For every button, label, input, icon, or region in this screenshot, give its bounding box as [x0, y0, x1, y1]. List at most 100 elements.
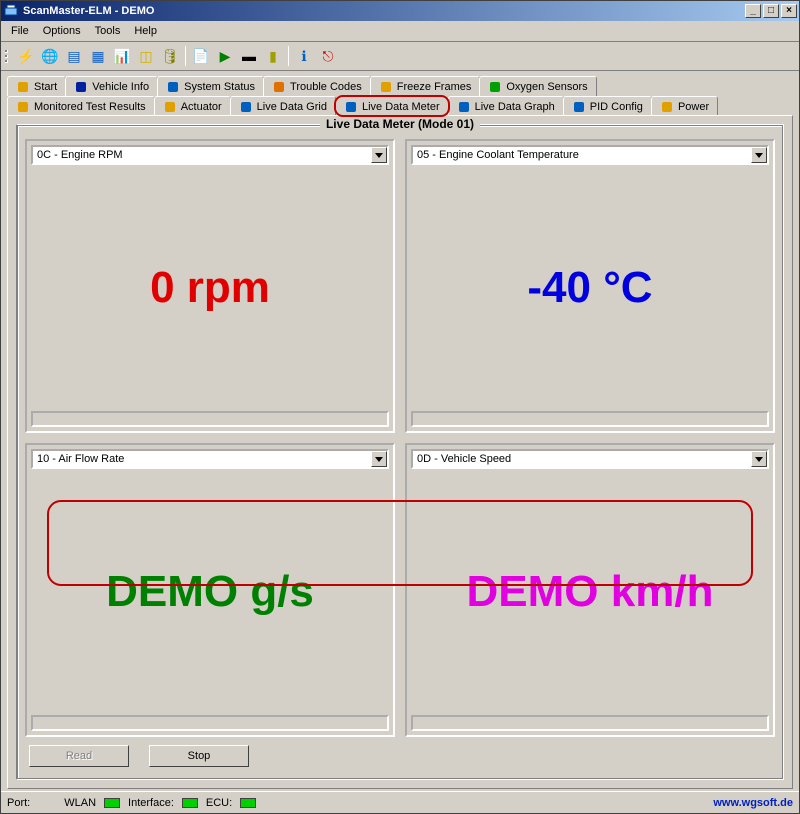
tab-row-2: Monitored Test Results Actuator Live Data … — [1, 95, 799, 115]
tab-start[interactable]: Start — [7, 76, 66, 96]
pid-selector-1[interactable]: 05 - Engine Coolant Temperature — [411, 145, 769, 165]
menu-tools[interactable]: Tools — [89, 23, 127, 39]
toolbar-grip — [5, 46, 11, 66]
tab-actuator-label: Actuator — [181, 101, 222, 113]
pid-selector-text-0: 0C - Engine RPM — [37, 149, 371, 161]
website-link[interactable]: www.wgsoft.de — [713, 797, 793, 809]
tab-actuator-icon — [163, 100, 177, 114]
tab-freeze-frames-icon — [379, 80, 393, 94]
status-wlan-label: WLAN — [64, 797, 96, 809]
tab-monitored-test-results-icon — [16, 100, 30, 114]
pid-selector-2[interactable]: 10 - Air Flow Rate — [31, 449, 389, 469]
app-window: ScanMaster-ELM - DEMO _ □ × FileOptionsT… — [0, 0, 800, 814]
tab-power[interactable]: Power — [651, 96, 718, 116]
meter-progress-2 — [31, 715, 389, 731]
meter-grid: 0C - Engine RPM0 rpm05 - Engine Coolant … — [25, 139, 775, 737]
tab-system-status[interactable]: System Status — [157, 76, 264, 96]
meter-panel-2: 10 - Air Flow Rate DEMO g/s — [25, 443, 395, 737]
tab-pid-config[interactable]: PID Config — [563, 96, 652, 116]
battery-icon[interactable]: ▮ — [262, 45, 284, 67]
tab-trouble-codes-icon — [272, 80, 286, 94]
tab-monitored-test-results[interactable]: Monitored Test Results — [7, 96, 155, 116]
tab-power-icon — [660, 100, 674, 114]
toolbar-separator — [288, 46, 289, 66]
stop-button[interactable]: Stop — [149, 745, 249, 767]
tab-start-icon — [16, 80, 30, 94]
tab-vehicle-info[interactable]: Vehicle Info — [65, 76, 158, 96]
tab-trouble-codes-label: Trouble Codes — [290, 81, 362, 93]
tab-live-data-graph-icon — [457, 100, 471, 114]
button-row: Read Stop — [25, 737, 775, 771]
tab-live-data-meter-label: Live Data Meter — [362, 101, 440, 113]
tab-oxygen-sensors-label: Oxygen Sensors — [506, 81, 587, 93]
tab-trouble-codes[interactable]: Trouble Codes — [263, 76, 371, 96]
meter-progress-3 — [411, 715, 769, 731]
pid-selector-0[interactable]: 0C - Engine RPM — [31, 145, 389, 165]
pid-selector-text-2: 10 - Air Flow Rate — [37, 453, 371, 465]
globe-icon[interactable]: 🌐 — [39, 45, 61, 67]
status-interface-label: Interface: — [128, 797, 174, 809]
grid-icon[interactable]: ▦ — [87, 45, 109, 67]
close-button[interactable]: × — [781, 4, 797, 18]
tab-oxygen-sensors-icon — [488, 80, 502, 94]
tab-vehicle-info-icon — [74, 80, 88, 94]
meter-panel-3: 0D - Vehicle Speed DEMO km/h — [405, 443, 775, 737]
chevron-down-icon[interactable] — [751, 451, 767, 467]
menu-options[interactable]: Options — [37, 23, 87, 39]
content-area: Live Data Meter (Mode 01) 0C - Engine RP… — [7, 115, 793, 789]
tab-vehicle-info-label: Vehicle Info — [92, 81, 149, 93]
chevron-down-icon[interactable] — [751, 147, 767, 163]
meter-value-1: -40 °C — [411, 165, 769, 411]
tab-live-data-meter[interactable]: Live Data Meter — [335, 96, 449, 116]
chevron-down-icon[interactable] — [371, 451, 387, 467]
menu-help[interactable]: Help — [128, 23, 163, 39]
pid-selector-3[interactable]: 0D - Vehicle Speed — [411, 449, 769, 469]
meter-progress-1 — [411, 411, 769, 427]
titlebar: ScanMaster-ELM - DEMO _ □ × — [1, 1, 799, 21]
info-page-icon[interactable]: ▤ — [63, 45, 85, 67]
tab-live-data-graph[interactable]: Live Data Graph — [448, 96, 564, 116]
app-icon — [3, 3, 19, 19]
menubar: FileOptionsToolsHelp — [1, 21, 799, 42]
minimize-button[interactable]: _ — [745, 4, 761, 18]
tab-actuator[interactable]: Actuator — [154, 96, 231, 116]
exit-icon[interactable]: ⎋ — [317, 45, 339, 67]
pid-selector-text-3: 0D - Vehicle Speed — [417, 453, 751, 465]
meter-value-2: DEMO g/s — [31, 469, 389, 715]
tab-monitored-test-results-label: Monitored Test Results — [34, 101, 146, 113]
about-icon[interactable]: ℹ — [293, 45, 315, 67]
map-icon[interactable]: ◫ — [135, 45, 157, 67]
tab-live-data-grid-label: Live Data Grid — [257, 101, 327, 113]
meter-panel-0: 0C - Engine RPM0 rpm — [25, 139, 395, 433]
tab-oxygen-sensors[interactable]: Oxygen Sensors — [479, 76, 596, 96]
meter-value-3: DEMO km/h — [411, 469, 769, 715]
toolbar-separator — [185, 46, 186, 66]
tab-start-label: Start — [34, 81, 57, 93]
wlan-led-icon — [104, 798, 120, 808]
tab-live-data-meter-icon — [344, 100, 358, 114]
tab-power-label: Power — [678, 101, 709, 113]
chevron-down-icon[interactable] — [371, 147, 387, 163]
tab-pid-config-label: PID Config — [590, 101, 643, 113]
copy-icon[interactable]: 📄 — [190, 45, 212, 67]
statusbar: Port: WLAN Interface: ECU: www.wgsoft.de — [1, 791, 799, 813]
menu-file[interactable]: File — [5, 23, 35, 39]
status-port-label: Port: — [7, 797, 30, 809]
tab-row-1: Start Vehicle Info System Status Trouble Co… — [1, 71, 799, 95]
cylinder-icon[interactable]: 🛢 — [159, 45, 181, 67]
play-icon[interactable]: ▶ — [214, 45, 236, 67]
terminal-icon[interactable]: ▬ — [238, 45, 260, 67]
maximize-button[interactable]: □ — [763, 4, 779, 18]
chart-icon[interactable]: 📊 — [111, 45, 133, 67]
tab-freeze-frames-label: Freeze Frames — [397, 81, 472, 93]
meter-panel-1: 05 - Engine Coolant Temperature-40 °C — [405, 139, 775, 433]
tab-live-data-grid[interactable]: Live Data Grid — [230, 96, 336, 116]
connect-icon[interactable]: ⚡ — [15, 45, 37, 67]
tab-pid-config-icon — [572, 100, 586, 114]
status-ecu-label: ECU: — [206, 797, 232, 809]
tab-freeze-frames[interactable]: Freeze Frames — [370, 76, 481, 96]
tab-live-data-graph-label: Live Data Graph — [475, 101, 555, 113]
tab-live-data-grid-icon — [239, 100, 253, 114]
ecu-led-icon — [240, 798, 256, 808]
read-button[interactable]: Read — [29, 745, 129, 767]
